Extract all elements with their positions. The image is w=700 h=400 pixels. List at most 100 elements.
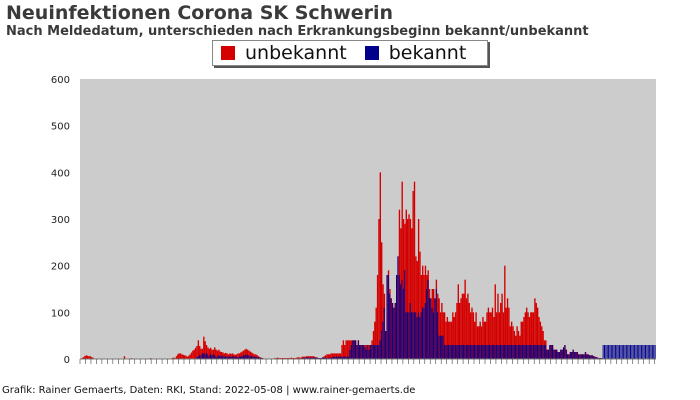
bar-unbekannt <box>456 303 458 359</box>
bar-bekannt <box>200 355 202 359</box>
bar-bekannt <box>401 279 403 359</box>
bar-bekannt <box>205 352 207 359</box>
bar-bekannt <box>650 345 652 359</box>
bar-unbekannt <box>204 341 206 359</box>
bar-unbekannt <box>183 355 186 359</box>
legend-label-unbekannt: unbekannt <box>245 42 347 64</box>
bar-unbekannt <box>516 326 518 359</box>
bar-bekannt <box>331 357 333 359</box>
bar-bekannt <box>438 335 440 359</box>
bar-bekannt <box>634 345 636 359</box>
bar-bekannt <box>385 331 387 359</box>
y-axis: 0 100 200 300 400 500 600 <box>51 75 70 366</box>
bar-unbekannt <box>227 354 230 359</box>
bar-bekannt <box>562 347 564 359</box>
bar-bekannt <box>339 356 341 359</box>
bar-bekannt <box>520 345 522 359</box>
bar-bekannt <box>630 345 631 359</box>
bar-unbekannt <box>524 312 527 359</box>
bar-bekannt <box>423 307 425 359</box>
bar-unbekannt <box>235 354 238 359</box>
bar-bekannt <box>597 357 599 359</box>
bar-unbekannt <box>376 275 379 359</box>
bar-unbekannt <box>419 251 421 359</box>
bar-bekannt <box>257 357 259 359</box>
bar-bekannt <box>412 312 414 359</box>
bar-bekannt <box>219 356 221 359</box>
bar-bekannt <box>498 345 500 359</box>
bar-bekannt <box>591 355 593 359</box>
bar-bekannt <box>342 356 344 359</box>
bar-bekannt <box>212 354 214 359</box>
bar-unbekannt <box>344 345 346 359</box>
bar-unbekannt <box>442 312 444 359</box>
bar-unbekannt <box>182 354 184 359</box>
bar-bekannt <box>361 345 363 359</box>
bar-bekannt <box>516 345 518 359</box>
bar-bekannt <box>348 356 350 359</box>
bar-bekannt <box>405 312 407 359</box>
bar-bekannt <box>631 345 633 359</box>
bar-bekannt <box>608 345 610 359</box>
bar-bekannt <box>497 345 499 359</box>
bar-unbekannt <box>349 340 351 359</box>
bar-unbekannt <box>505 307 507 359</box>
bar-unbekannt <box>534 298 536 359</box>
bar-bekannt <box>595 357 597 359</box>
bar-bekannt <box>330 357 332 359</box>
bar-unbekannt <box>467 293 469 359</box>
bar-bekannt <box>249 356 251 359</box>
legend-swatch-bekannt <box>364 46 379 60</box>
bar-unbekannt <box>189 354 191 359</box>
bar-unbekannt <box>86 355 89 359</box>
bar-bekannt <box>475 345 477 359</box>
bar-bekannt <box>526 345 527 359</box>
bar-bekannt <box>653 345 655 359</box>
bar-unbekannt <box>90 357 93 359</box>
bar-bekannt <box>621 345 623 359</box>
bar-unbekannt <box>231 353 234 359</box>
bar-bekannt <box>576 352 578 359</box>
bar-bekannt <box>335 356 337 359</box>
bars <box>81 172 656 359</box>
bar-unbekannt <box>290 357 293 359</box>
bar-unbekannt <box>216 350 219 359</box>
bar-unbekannt <box>84 356 86 359</box>
bar-bekannt <box>605 345 607 359</box>
bar-unbekannt <box>255 354 257 359</box>
bar-unbekannt <box>303 356 305 359</box>
bar-bekannt <box>501 345 503 359</box>
bar-unbekannt <box>203 336 205 359</box>
bar-bekannt <box>259 357 261 359</box>
legend: unbekannt bekannt <box>212 40 488 66</box>
bar-bekannt <box>561 349 563 359</box>
bar-unbekannt <box>339 353 342 359</box>
bar-bekannt <box>645 345 647 359</box>
bar-bekannt <box>334 356 336 359</box>
bar-unbekannt <box>346 340 349 359</box>
bar-unbekannt <box>439 312 442 359</box>
bar-unbekannt <box>193 349 195 359</box>
bar-bekannt <box>445 345 447 359</box>
bar-bekannt <box>387 275 389 359</box>
bar-unbekannt <box>177 354 179 359</box>
bar-unbekannt <box>506 298 509 359</box>
bar-unbekannt <box>535 303 537 359</box>
bar-bekannt <box>431 307 433 359</box>
bar-bekannt <box>524 345 526 359</box>
bar-bekannt <box>567 354 569 359</box>
bar-bekannt <box>415 312 417 359</box>
bar-bekannt <box>467 345 469 359</box>
bar-bekannt <box>372 345 374 359</box>
bar-bekannt <box>513 345 515 359</box>
bar-unbekannt <box>382 284 384 359</box>
bar-bekannt <box>609 345 611 359</box>
bar-bekannt <box>356 345 358 359</box>
bar-unbekannt <box>498 312 501 359</box>
bar-bekannt <box>222 355 224 359</box>
bar-unbekannt <box>277 357 279 359</box>
bar-unbekannt <box>471 307 473 359</box>
bar-bekannt <box>448 345 449 359</box>
bar-bekannt <box>624 345 626 359</box>
bar-bekannt <box>628 345 630 359</box>
